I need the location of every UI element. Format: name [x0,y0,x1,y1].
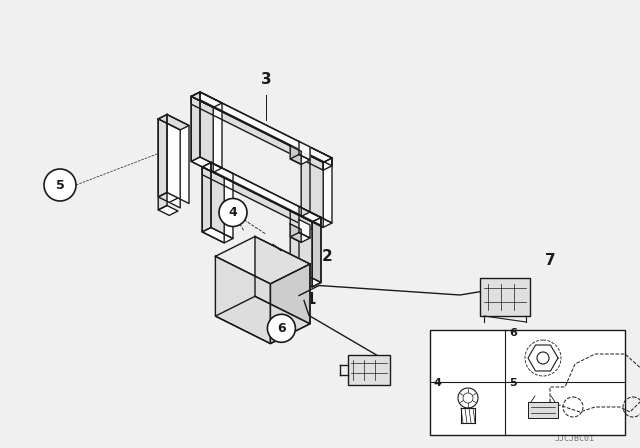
Circle shape [219,198,247,227]
Polygon shape [216,296,310,344]
Circle shape [268,314,296,342]
Polygon shape [211,163,321,225]
Polygon shape [290,211,312,287]
Polygon shape [323,158,332,170]
Text: 7: 7 [545,253,556,267]
Polygon shape [158,193,178,202]
Polygon shape [158,115,189,130]
Polygon shape [191,92,200,161]
Text: 3: 3 [260,72,271,87]
Text: 1: 1 [305,293,316,307]
Polygon shape [191,96,213,172]
Bar [348,355,390,385]
Text: 4: 4 [228,206,237,219]
Polygon shape [167,115,189,203]
Polygon shape [270,264,310,344]
Circle shape [458,388,478,408]
Text: 6: 6 [277,322,285,335]
Polygon shape [301,212,332,228]
Text: 5: 5 [56,178,65,191]
Polygon shape [191,157,222,172]
Circle shape [463,393,473,403]
Polygon shape [216,237,310,284]
Polygon shape [158,193,167,210]
Polygon shape [200,92,332,166]
Text: 2: 2 [322,249,333,264]
Bar [480,278,530,316]
Polygon shape [200,92,222,168]
Polygon shape [290,233,310,242]
Polygon shape [290,271,321,287]
Polygon shape [310,147,332,223]
Polygon shape [299,142,310,160]
Polygon shape [299,220,310,238]
Polygon shape [211,163,233,238]
Circle shape [537,352,549,364]
Polygon shape [202,167,224,243]
Text: 6: 6 [509,328,517,338]
Polygon shape [191,92,222,108]
Polygon shape [312,217,321,287]
Polygon shape [191,92,332,162]
Polygon shape [301,151,323,228]
Polygon shape [255,237,310,324]
Circle shape [44,169,76,201]
Polygon shape [191,96,323,170]
Polygon shape [216,256,270,344]
Polygon shape [158,206,178,215]
Polygon shape [528,402,558,418]
Bar [430,330,625,435]
Text: JJCJBC01: JJCJBC01 [555,434,595,443]
Polygon shape [299,207,321,283]
Text: 4: 4 [434,378,442,388]
Polygon shape [158,119,180,208]
Polygon shape [202,163,321,222]
Polygon shape [158,115,167,197]
Polygon shape [202,167,312,230]
Text: 5: 5 [509,378,516,388]
Polygon shape [290,146,301,164]
Polygon shape [290,155,310,164]
Polygon shape [290,224,301,242]
Polygon shape [202,163,211,232]
Polygon shape [202,228,233,243]
